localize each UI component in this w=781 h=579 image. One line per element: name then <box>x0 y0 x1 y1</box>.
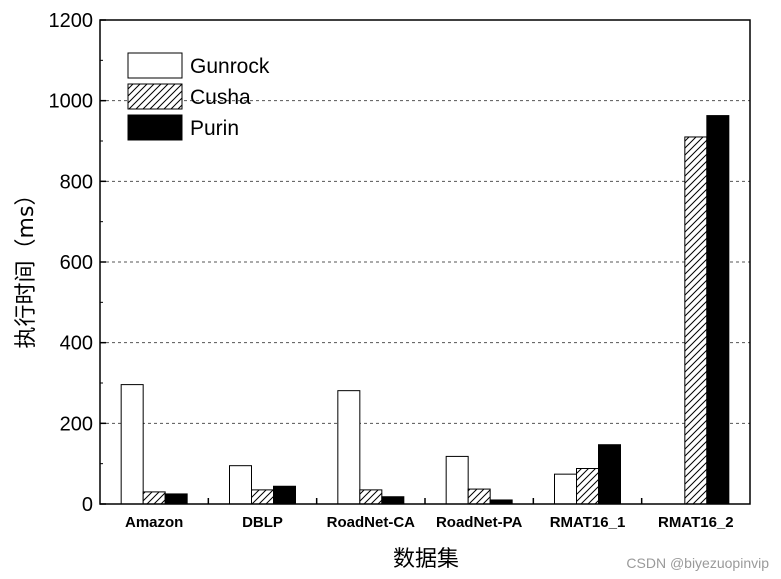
legend-label-purin: Purin <box>190 117 239 140</box>
x-tick-label: DBLP <box>242 514 283 531</box>
bar-purin-roadnet-ca <box>381 496 405 505</box>
x-category-labels: Amazon DBLP RoadNet-CA RoadNet-PA RMAT16_1 RM… <box>125 498 734 531</box>
legend-label-gunrock: Gunrock <box>190 55 270 78</box>
y-tick-label: 800 <box>60 171 93 193</box>
bar-cusha-rmat16_2 <box>684 136 708 505</box>
bar-purin-rmat16_2 <box>706 115 730 505</box>
bar-gunrock-rmat16_1 <box>554 473 577 505</box>
y-tick-label: 1200 <box>49 10 94 32</box>
bar-cusha-amazon <box>142 491 166 505</box>
legend-label-cusha: Cusha <box>190 86 251 109</box>
bar-gunrock-dblp <box>229 465 252 505</box>
bar-purin-amazon <box>164 493 188 505</box>
x-tick-label: RoadNet-CA <box>327 514 415 531</box>
bar-cusha-roadnet-ca <box>359 489 383 505</box>
x-tick-label: RMAT16_2 <box>658 514 734 531</box>
watermark: CSDN @biyezuopinvip <box>626 555 769 571</box>
y-axis-title: 执行时间（ms） <box>14 184 39 349</box>
x-axis-title: 数据集 <box>393 547 459 572</box>
bar-purin-rmat16_1 <box>598 444 621 505</box>
bar-cusha-dblp <box>251 489 274 505</box>
bar-cusha-rmat16_1 <box>576 468 599 505</box>
legend: Gunrock Cusha Purin <box>127 52 270 141</box>
bar-cusha-roadnet-pa <box>467 488 491 505</box>
x-tick-label: RoadNet-PA <box>436 514 523 531</box>
bar-gunrock-roadnet-ca <box>337 390 361 505</box>
grid-lines <box>100 100 750 424</box>
legend-swatch-purin <box>127 114 183 141</box>
legend-swatch-gunrock <box>127 52 183 79</box>
y-tick-label: 200 <box>60 413 93 435</box>
y-tick-label: 400 <box>60 333 93 355</box>
y-tick-label: 1000 <box>49 91 94 113</box>
bar-gunrock-amazon <box>120 384 144 505</box>
y-ticks: 0 200 400 600 800 1000 1200 <box>49 10 106 516</box>
legend-swatch-cusha <box>127 83 183 110</box>
bar-purin-dblp <box>273 485 296 505</box>
x-tick-label: RMAT16_1 <box>550 514 626 531</box>
x-tick-label: Amazon <box>125 514 183 531</box>
bars <box>120 115 730 505</box>
y-tick-label: 600 <box>60 252 93 274</box>
y-tick-label: 0 <box>82 494 93 516</box>
bar-gunrock-roadnet-pa <box>445 455 469 505</box>
